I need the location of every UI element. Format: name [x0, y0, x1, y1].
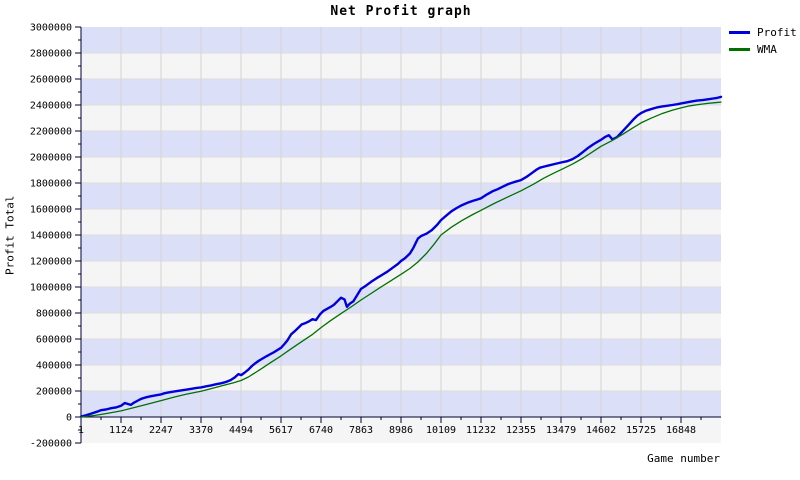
x-tick-label: 8986 — [389, 425, 413, 436]
x-tick-label: 13479 — [546, 425, 576, 436]
x-tick-label: 11232 — [466, 425, 496, 436]
y-tick-label: 1200000 — [30, 257, 72, 268]
wma-line — [80, 101, 722, 418]
x-tick-label: 4494 — [229, 425, 253, 436]
y-tick-label: 0 — [66, 413, 72, 424]
y-tick-label: 2600000 — [30, 75, 72, 86]
x-tick-label: 6740 — [309, 425, 333, 436]
x-tick-label: 1124 — [109, 425, 133, 436]
y-tick-label: 1000000 — [30, 283, 72, 294]
x-tick-label: 7863 — [349, 425, 373, 436]
x-tick-label: 10109 — [426, 425, 456, 436]
legend-item-profit: Profit — [729, 24, 797, 41]
y-tick-label: 3000000 — [30, 23, 72, 34]
legend-label-profit: Profit — [757, 26, 797, 39]
y-tick-label: 800000 — [36, 309, 72, 320]
chart-title: Net Profit graph — [330, 4, 472, 19]
x-tick-label: 5617 — [269, 425, 293, 436]
x-axis-title: Game number — [647, 452, 720, 465]
legend-label-wma: WMA — [757, 43, 777, 56]
x-tick-label: 14602 — [586, 425, 616, 436]
x-tick-label: 12355 — [506, 425, 536, 436]
profit-line — [79, 95, 723, 418]
y-tick-label: 2400000 — [30, 101, 72, 112]
legend: Profit WMA — [729, 24, 797, 58]
y-tick-label: 1400000 — [30, 231, 72, 242]
y-tick-label: 1800000 — [30, 179, 72, 190]
profit-line-swatch — [729, 31, 750, 34]
y-tick-label: 400000 — [36, 361, 72, 372]
y-tick-label: 2000000 — [30, 153, 72, 164]
y-tick-label: 200000 — [36, 387, 72, 398]
x-tick-label: 15725 — [626, 425, 656, 436]
y-axis-title: Profit Total — [3, 195, 17, 275]
y-tick-label: 600000 — [36, 335, 72, 346]
x-tick-label: 2247 — [149, 425, 173, 436]
wma-line-swatch — [729, 48, 750, 51]
y-tick-label: 2800000 — [30, 49, 72, 60]
y-tick-label: 1600000 — [30, 205, 72, 216]
y-tick-label: -200000 — [30, 439, 72, 450]
legend-item-wma: WMA — [729, 41, 797, 58]
x-tick-label: 3370 — [189, 425, 213, 436]
x-tick-label: 1 — [78, 425, 84, 436]
y-tick-label: 2200000 — [30, 127, 72, 138]
x-tick-label: 16848 — [666, 425, 696, 436]
